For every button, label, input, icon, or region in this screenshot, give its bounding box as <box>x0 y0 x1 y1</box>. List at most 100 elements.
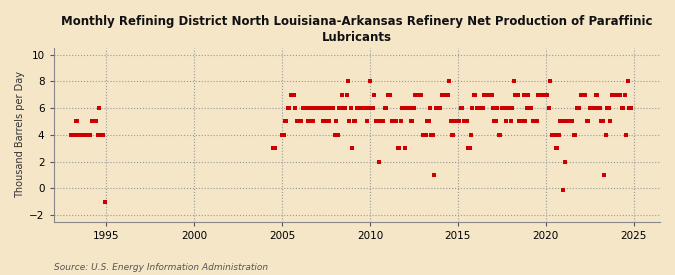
Point <box>526 106 537 110</box>
Point <box>462 146 473 150</box>
Point <box>403 106 414 110</box>
Point <box>337 92 348 97</box>
Point <box>505 119 516 124</box>
Point <box>565 119 576 124</box>
Point <box>477 106 488 110</box>
Point <box>439 92 450 97</box>
Point <box>530 119 541 124</box>
Point <box>464 146 475 150</box>
Point <box>431 106 441 110</box>
Point <box>495 133 506 137</box>
Point <box>319 119 330 124</box>
Point <box>606 92 617 97</box>
Point <box>279 119 290 124</box>
Point <box>348 119 359 124</box>
Point <box>571 106 582 110</box>
Point <box>587 106 598 110</box>
Point <box>68 133 78 137</box>
Point <box>533 92 544 97</box>
Point <box>502 106 513 110</box>
Point <box>458 119 469 124</box>
Point <box>294 119 305 124</box>
Point <box>442 92 453 97</box>
Point <box>447 133 458 137</box>
Point <box>406 119 416 124</box>
Point <box>340 106 350 110</box>
Point <box>421 133 431 137</box>
Point <box>542 92 553 97</box>
Point <box>418 133 429 137</box>
Point <box>612 92 623 97</box>
Point <box>303 119 314 124</box>
Point <box>454 119 464 124</box>
Point <box>467 106 478 110</box>
Point <box>316 106 327 110</box>
Point <box>304 106 315 110</box>
Point <box>94 106 105 110</box>
Point <box>485 92 495 97</box>
Point <box>556 119 567 124</box>
Point <box>321 106 331 110</box>
Point <box>520 119 531 124</box>
Point <box>379 106 390 110</box>
Point <box>269 146 280 150</box>
Point <box>427 133 438 137</box>
Point <box>611 92 622 97</box>
Point <box>568 133 579 137</box>
Point <box>413 92 424 97</box>
Point <box>590 92 601 97</box>
Point <box>489 119 500 124</box>
Point <box>78 133 88 137</box>
Point <box>441 92 452 97</box>
Title: Monthly Refining District North Louisiana-Arkansas Refinery Net Production of Pa: Monthly Refining District North Louisian… <box>61 15 653 44</box>
Point <box>268 146 279 150</box>
Point <box>529 119 539 124</box>
Point <box>357 106 368 110</box>
Point <box>353 106 364 110</box>
Point <box>372 119 383 124</box>
Point <box>586 106 597 110</box>
Point <box>507 106 518 110</box>
Point <box>580 92 591 97</box>
Point <box>410 92 421 97</box>
Point <box>466 133 477 137</box>
Point <box>401 106 412 110</box>
Point <box>589 106 599 110</box>
Point <box>344 119 355 124</box>
Point <box>504 106 514 110</box>
Point <box>599 173 610 177</box>
Point <box>555 119 566 124</box>
Point <box>290 106 300 110</box>
Point <box>88 119 99 124</box>
Point <box>363 106 374 110</box>
Point <box>483 92 494 97</box>
Point <box>394 146 405 150</box>
Point <box>436 92 447 97</box>
Point <box>476 106 487 110</box>
Point <box>615 92 626 97</box>
Point <box>416 92 427 97</box>
Point <box>493 133 504 137</box>
Point <box>554 133 564 137</box>
Point <box>564 119 574 124</box>
Point <box>73 133 84 137</box>
Point <box>385 92 396 97</box>
Point <box>388 119 399 124</box>
Point <box>539 92 549 97</box>
Point <box>281 119 292 124</box>
Point <box>352 106 362 110</box>
Point <box>284 106 295 110</box>
Point <box>472 106 483 110</box>
Point <box>583 119 593 124</box>
Point <box>98 133 109 137</box>
Point <box>545 79 556 84</box>
Point <box>468 92 479 97</box>
Point <box>335 106 346 110</box>
Point <box>397 106 408 110</box>
Point <box>521 106 532 110</box>
Point <box>360 106 371 110</box>
Point <box>327 106 338 110</box>
Point <box>511 92 522 97</box>
Point <box>296 119 306 124</box>
Point <box>560 160 570 164</box>
